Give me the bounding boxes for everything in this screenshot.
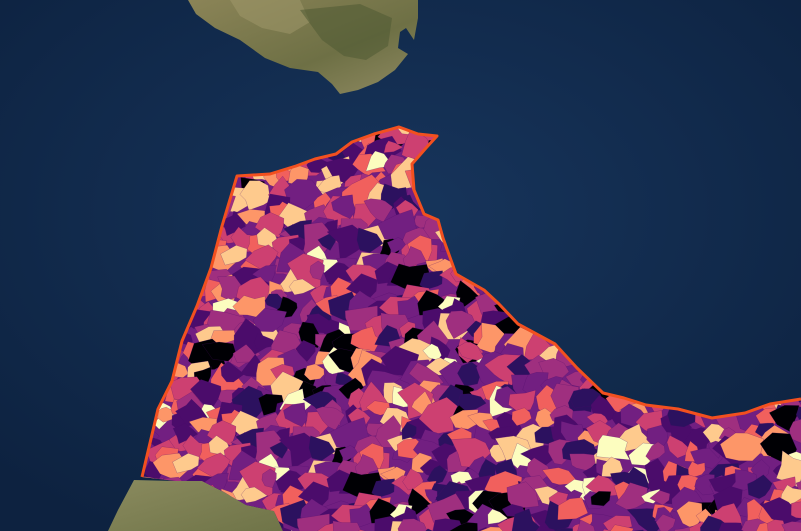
choropleth-cell	[508, 389, 536, 412]
choropleth-cell	[220, 245, 248, 266]
choropleth-cell	[795, 480, 801, 496]
choropleth-cell	[288, 278, 316, 296]
choropleth-cell	[700, 515, 734, 531]
choropleth-cell	[172, 453, 200, 474]
choropleth-cell	[445, 310, 477, 339]
choropleth-cell	[557, 497, 589, 521]
choropleth-cell	[533, 525, 557, 531]
choropleth-cell	[626, 529, 650, 531]
choropleth-cell	[444, 522, 478, 531]
choropleth-cell	[308, 435, 336, 461]
choropleth-cell	[506, 481, 540, 508]
choropleth-cell	[419, 270, 443, 290]
choropleth-cell	[569, 519, 607, 531]
choropleth-cell	[455, 280, 479, 307]
choropleth-cell	[253, 333, 274, 350]
choropleth-cell	[418, 396, 458, 435]
choropleth-cell	[655, 513, 676, 531]
choropleth-cell	[331, 194, 357, 219]
choropleth-cell	[251, 264, 277, 284]
choropleth-cell	[790, 501, 801, 520]
choropleth-cell	[511, 407, 532, 427]
choropleth-cell	[283, 402, 309, 427]
choropleth-cell	[789, 417, 801, 445]
choropleth-cell	[511, 508, 545, 531]
choropleth-cell	[457, 393, 487, 412]
choropleth-cell	[284, 178, 324, 210]
choropleth-cell	[309, 260, 325, 280]
region-boundary	[140, 125, 801, 478]
choropleth-cell	[606, 524, 634, 531]
choropleth-cell	[296, 513, 330, 531]
choropleth-cell	[487, 508, 509, 525]
choropleth-cell	[252, 308, 287, 332]
choropleth-cell	[767, 519, 786, 531]
spain-coast-dark-ridges	[300, 4, 392, 60]
choropleth-cell	[432, 518, 467, 531]
spain-coast-highlights	[230, 0, 310, 34]
choropleth-cell	[220, 361, 245, 383]
choropleth-cell	[456, 341, 485, 362]
choropleth-cell	[402, 246, 427, 270]
choropleth-cell	[397, 518, 429, 531]
choropleth-cell	[383, 140, 404, 153]
choropleth-cell	[239, 180, 271, 211]
choropleth-cell	[590, 491, 612, 507]
choropleth-cell	[747, 474, 773, 499]
choropleth-cell	[332, 520, 364, 531]
choropleth-cell	[315, 406, 345, 431]
choropleth-cell	[363, 198, 393, 223]
choropleth-cell	[596, 434, 631, 461]
choropleth-cell	[424, 489, 438, 504]
choropleth-cell	[407, 488, 431, 515]
choropleth-cell	[426, 465, 448, 485]
morocco-south-landmass	[108, 480, 283, 531]
choropleth-cell	[719, 432, 765, 462]
choropleth-cell	[365, 400, 391, 416]
choropleth-cell	[339, 445, 360, 464]
choropleth-cell	[795, 406, 801, 425]
choropleth-cell	[401, 422, 417, 440]
choropleth-cell	[449, 409, 479, 430]
choropleth-cell	[387, 237, 408, 256]
choropleth-cell	[240, 486, 268, 504]
choropleth-cell	[354, 454, 379, 478]
choropleth-cell	[371, 478, 395, 498]
choropleth-cell	[687, 461, 706, 478]
choropleth-cell	[258, 393, 285, 416]
choropleth-cell	[615, 482, 648, 511]
choropleth-cell	[645, 441, 666, 462]
choropleth-cell	[356, 227, 384, 253]
choropleth-cell	[303, 363, 325, 381]
choropleth-cell	[261, 468, 277, 488]
choropleth-cell	[781, 521, 801, 531]
choropleth-cell	[718, 522, 745, 531]
choropleth-cell	[295, 340, 316, 362]
